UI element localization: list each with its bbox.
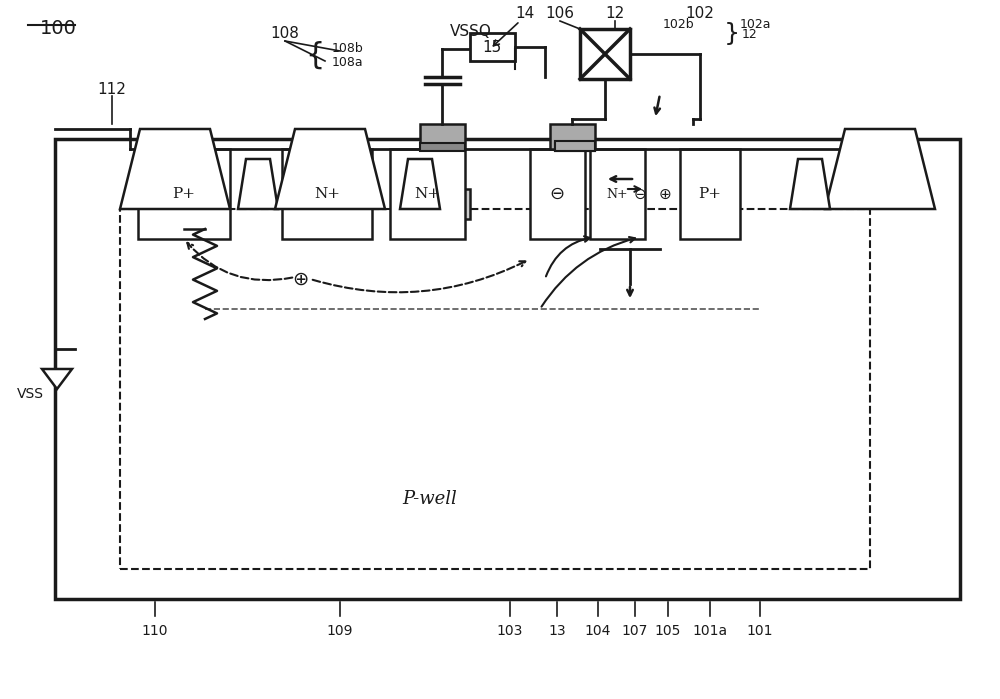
Bar [555,143,595,151]
Bar [680,149,740,239]
Text: 107: 107 [622,624,648,638]
Bar [282,149,372,239]
Text: $\ominus$: $\ominus$ [549,185,565,203]
Text: 108: 108 [271,27,299,41]
Text: P+: P+ [698,187,722,201]
Polygon shape [238,159,278,209]
Text: 102: 102 [686,6,714,22]
Text: 106: 106 [546,6,574,22]
Text: 109: 109 [327,624,353,638]
Polygon shape [275,129,385,209]
Bar [530,149,585,239]
Text: 102a: 102a [740,17,772,31]
Text: N+: N+ [314,187,340,201]
Text: 104: 104 [585,624,611,638]
Text: 112: 112 [98,82,126,96]
Bar [590,149,645,239]
Text: N+: N+ [414,187,440,201]
Bar [430,189,470,219]
Text: {: { [306,41,325,69]
Text: 12: 12 [742,27,758,41]
Text: P+: P+ [173,187,196,201]
Text: 12: 12 [605,6,625,22]
Text: 101a: 101a [692,624,728,638]
Text: $\oplus$: $\oplus$ [658,187,672,201]
Text: 14: 14 [515,6,535,22]
Text: 103: 103 [497,624,523,638]
Text: $\oplus$: $\oplus$ [292,270,308,289]
Bar [420,143,465,151]
Text: 102b: 102b [662,17,694,31]
Text: VSSQ: VSSQ [450,24,492,38]
Text: 101: 101 [747,624,773,638]
Text: 13: 13 [548,624,566,638]
Text: 15: 15 [482,40,502,55]
Text: VSS: VSS [16,387,44,401]
Polygon shape [42,369,72,389]
Polygon shape [120,129,230,209]
Text: 110: 110 [142,624,168,638]
Polygon shape [400,159,440,209]
Bar [420,124,465,149]
Text: {: { [718,19,734,43]
Bar [470,33,515,61]
Text: 105: 105 [655,624,681,638]
Text: $\ominus$: $\ominus$ [633,187,647,201]
Bar [550,124,595,149]
Text: 100: 100 [40,19,77,38]
Text: P-well: P-well [403,490,457,508]
Text: 108a: 108a [332,55,364,69]
Bar [138,149,230,239]
Text: 108b: 108b [332,41,364,55]
Polygon shape [790,159,830,209]
Bar [55,139,960,599]
Text: N+: N+ [606,187,628,201]
Bar [390,149,465,239]
Bar [120,209,870,569]
Bar [555,141,595,151]
Polygon shape [825,129,935,209]
Bar [580,29,630,79]
